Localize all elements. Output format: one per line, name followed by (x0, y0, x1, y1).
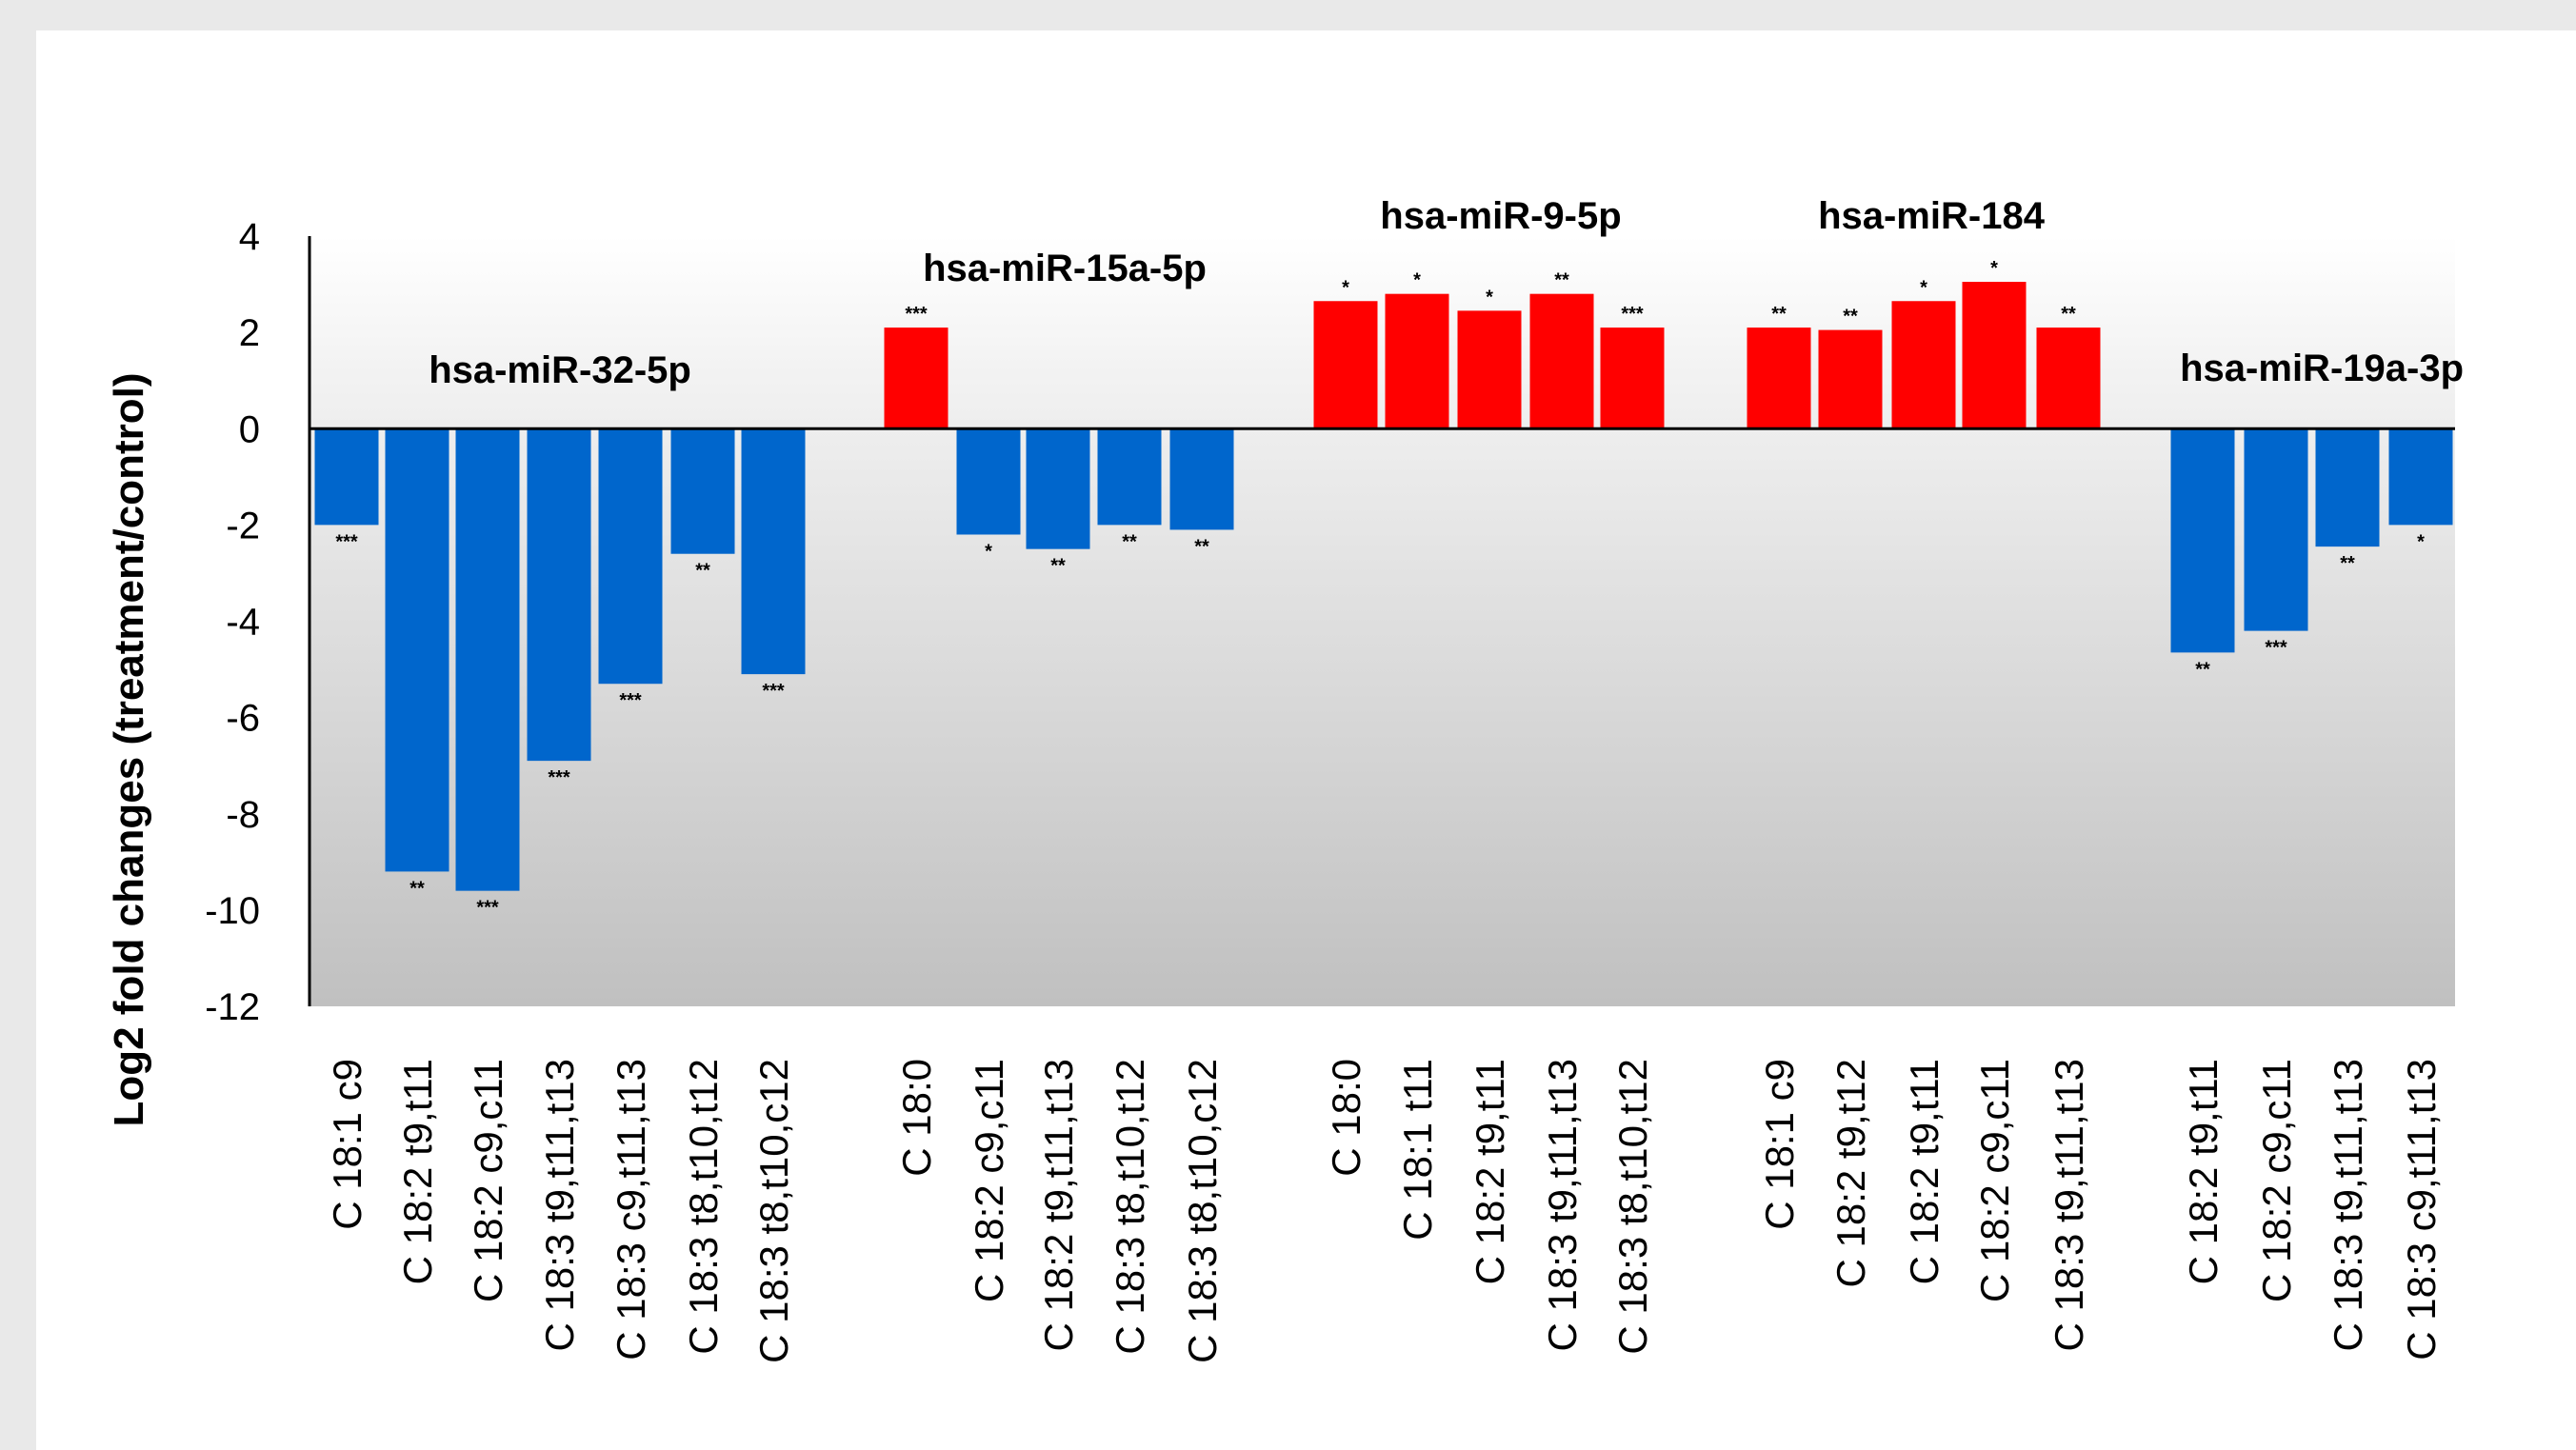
category-label: C 18:2 t9,t11 (1902, 1059, 1947, 1284)
significance-label: ** (1554, 270, 1569, 291)
y-tick-label: -4 (226, 602, 260, 644)
significance-label: *** (619, 690, 642, 711)
bar (527, 428, 591, 762)
significance-label: * (2417, 531, 2425, 552)
significance-label: *** (335, 531, 358, 552)
y-tick-label: 2 (239, 312, 260, 354)
bar (1962, 282, 2027, 429)
y-tick-label: -2 (226, 505, 260, 546)
bar (670, 428, 735, 554)
bar (2170, 428, 2235, 653)
category-label: C 18:3 t8,t10,t12 (1108, 1059, 1152, 1355)
category-label: C 18:3 t9,t11,t13 (2326, 1059, 2370, 1351)
bar (314, 428, 379, 526)
significance-label: *** (762, 681, 785, 702)
category-label: C 18:2 c9,c11 (466, 1059, 510, 1302)
y-tick-label: -6 (226, 698, 260, 740)
significance-label: * (1990, 258, 1998, 279)
significance-label: * (1486, 287, 1493, 308)
category-label: C 18:2 c9,c11 (1972, 1059, 2017, 1302)
category-label: C 18:2 t9,t12 (1828, 1059, 1873, 1288)
group-label: hsa-miR-9-5p (1380, 195, 1621, 237)
significance-label: ** (695, 561, 710, 582)
y-tick-label: 4 (239, 216, 260, 258)
category-label: C 18:3 t9,t11,t13 (537, 1059, 582, 1351)
significance-label: ** (2061, 304, 2076, 325)
bar (2388, 428, 2453, 526)
bar (1891, 301, 1956, 429)
group-label: hsa-miR-32-5p (429, 349, 691, 391)
significance-label: * (1342, 277, 1349, 298)
significance-label: * (1413, 270, 1421, 291)
significance-label: *** (548, 767, 570, 788)
significance-label: ** (2195, 659, 2210, 680)
bar (2315, 428, 2380, 547)
category-label: C 18:0 (894, 1059, 939, 1177)
bar (385, 428, 449, 872)
bar (598, 428, 663, 685)
y-tick-label: -10 (205, 890, 260, 932)
bar (956, 428, 1021, 535)
category-label: C 18:2 t9,t11 (2181, 1059, 2226, 1284)
category-label: C 18:3 t8,t10,c12 (1180, 1059, 1225, 1363)
category-label: C 18:3 t8,t10,t12 (681, 1059, 726, 1355)
y-ticks: 4 2 0 -2 -4 -6 -8 -10 -12 (205, 216, 260, 1028)
significance-label: ** (1050, 556, 1066, 577)
y-tick-label: -8 (226, 794, 260, 836)
category-label: C 18:3 c9,t11,t13 (2399, 1059, 2444, 1361)
category-label: C 18:2 c9,c11 (2254, 1059, 2299, 1302)
category-label: C 18:3 t9,t11,t13 (2047, 1059, 2091, 1351)
category-label: C 18:3 t9,t11,t13 (1540, 1059, 1585, 1351)
significance-label: * (1920, 277, 1927, 298)
bar (884, 328, 949, 429)
significance-label: ** (1122, 531, 1137, 552)
significance-label: *** (476, 898, 499, 919)
significance-label: *** (2265, 638, 2287, 659)
category-label: C 18:1 c9 (325, 1059, 369, 1230)
significance-label: ** (409, 878, 425, 899)
category-label: C 18:2 t9,t11 (1468, 1059, 1512, 1284)
bar (741, 428, 806, 675)
labels-layer: hsa-miR-32-5p***C 18:1 c9**C 18:2 t9,t11… (325, 195, 2464, 1363)
bar (1385, 293, 1449, 429)
bar (1097, 428, 1162, 526)
category-label: C 18:2 c9,c11 (967, 1059, 1011, 1302)
bar (2036, 328, 2101, 429)
significance-label: ** (1843, 307, 1858, 328)
category-label: C 18:3 c9,t11,t13 (609, 1059, 653, 1361)
bar (1600, 328, 1665, 429)
significance-label: ** (1194, 536, 1209, 557)
bar (1313, 301, 1378, 429)
bar (1529, 293, 1594, 429)
group-label: hsa-miR-19a-3p (2180, 348, 2464, 389)
category-label: C 18:3 t8,t10,c12 (751, 1059, 796, 1363)
bar (455, 428, 520, 891)
significance-label: *** (1621, 304, 1644, 325)
category-label: C 18:3 t8,t10,t12 (1610, 1059, 1655, 1355)
significance-label: * (985, 541, 992, 562)
bar (1457, 310, 1522, 429)
category-label: C 18:0 (1324, 1059, 1368, 1177)
y-tick-label: 0 (239, 408, 260, 450)
bars-layer (314, 282, 2453, 891)
bar (1026, 428, 1090, 549)
significance-label: *** (905, 304, 928, 325)
category-label: C 18:1 c9 (1757, 1059, 1802, 1230)
y-axis-label: Log2 fold changes (treatment/control) (106, 372, 152, 1126)
bar (1747, 328, 1811, 429)
category-label: C 18:1 t11 (1395, 1059, 1440, 1241)
category-label: C 18:2 t9,t11,t13 (1036, 1059, 1081, 1351)
bar (1169, 428, 1234, 530)
y-tick-label: -12 (205, 986, 260, 1028)
bar (2244, 428, 2308, 631)
group-label: hsa-miR-15a-5p (923, 248, 1207, 289)
significance-label: ** (1771, 304, 1787, 325)
category-label: C 18:2 t9,t11 (395, 1059, 440, 1284)
significance-label: ** (2340, 553, 2355, 574)
bar (1818, 329, 1883, 429)
group-label: hsa-miR-184 (1818, 195, 2046, 237)
